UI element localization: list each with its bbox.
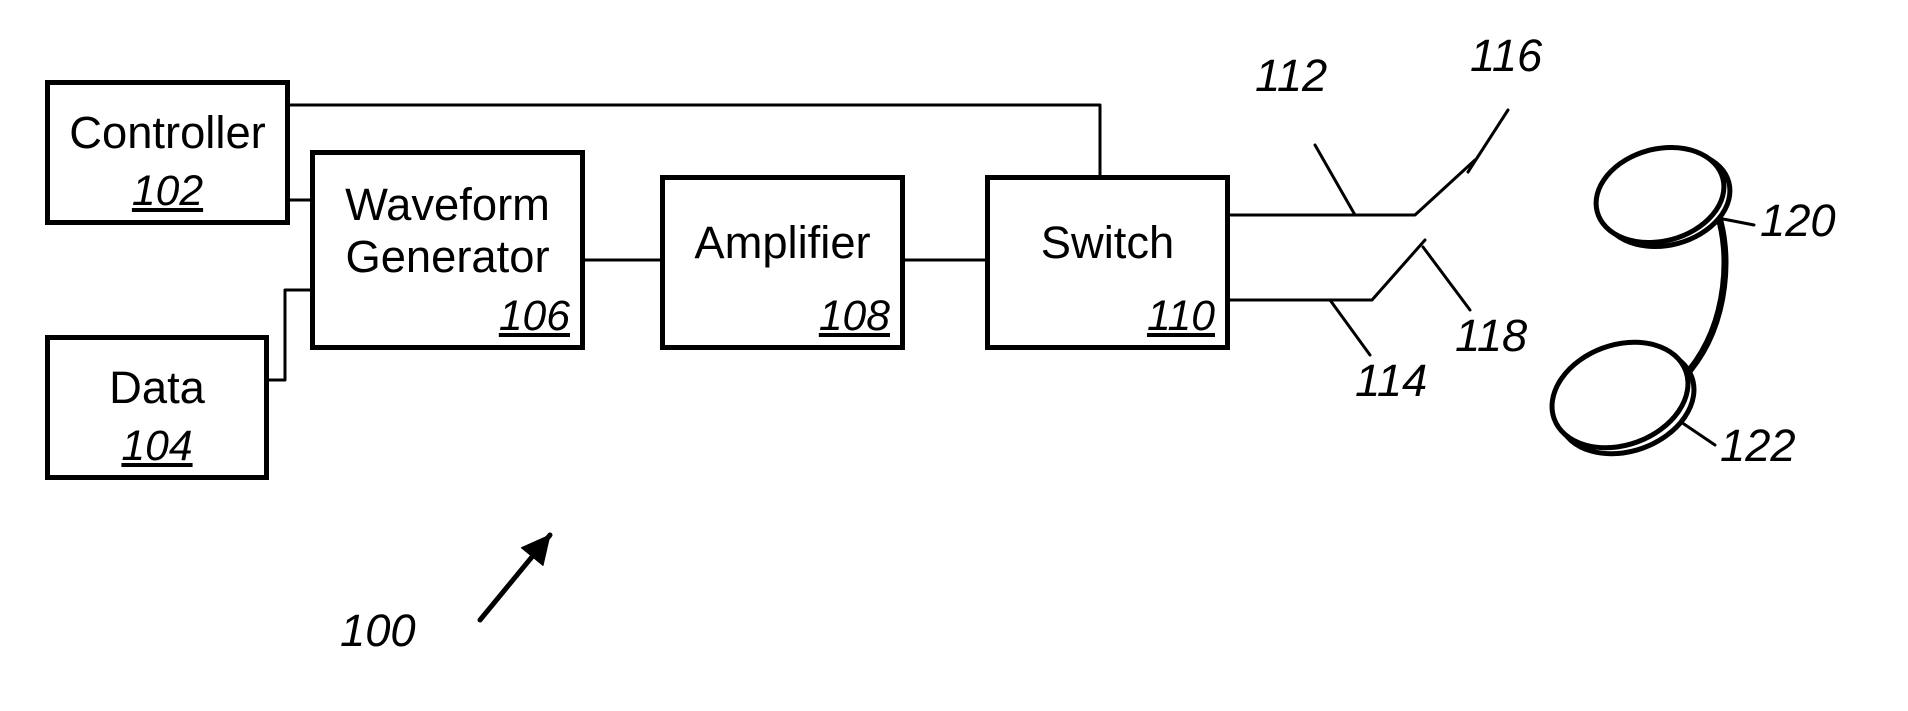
- annotation-118: 118: [1455, 310, 1527, 362]
- block-switch: Switch 110: [985, 175, 1230, 350]
- block-controller: Controller 102: [45, 80, 290, 225]
- block-waveform-generator: WaveformGenerator 106: [310, 150, 585, 350]
- annotation-112: 112: [1255, 50, 1327, 102]
- annotation-114: 114: [1355, 355, 1427, 407]
- annotation-100: 100: [340, 605, 416, 657]
- block-data-label: Data: [109, 362, 205, 414]
- block-data-ref: 104: [121, 422, 192, 471]
- block-waveform-label: WaveformGenerator: [345, 179, 550, 283]
- block-amplifier-label: Amplifier: [694, 217, 870, 269]
- block-amplifier-ref: 108: [819, 292, 890, 341]
- block-controller-label: Controller: [69, 107, 266, 159]
- block-controller-ref: 102: [132, 167, 203, 216]
- block-data: Data 104: [45, 335, 269, 480]
- block-switch-label: Switch: [1041, 217, 1175, 269]
- block-switch-ref: 110: [1147, 292, 1215, 341]
- annotation-116: 116: [1470, 30, 1542, 82]
- block-amplifier: Amplifier 108: [660, 175, 905, 350]
- annotation-120: 120: [1760, 195, 1836, 247]
- annotation-122: 122: [1720, 420, 1796, 472]
- block-waveform-ref: 106: [499, 292, 570, 341]
